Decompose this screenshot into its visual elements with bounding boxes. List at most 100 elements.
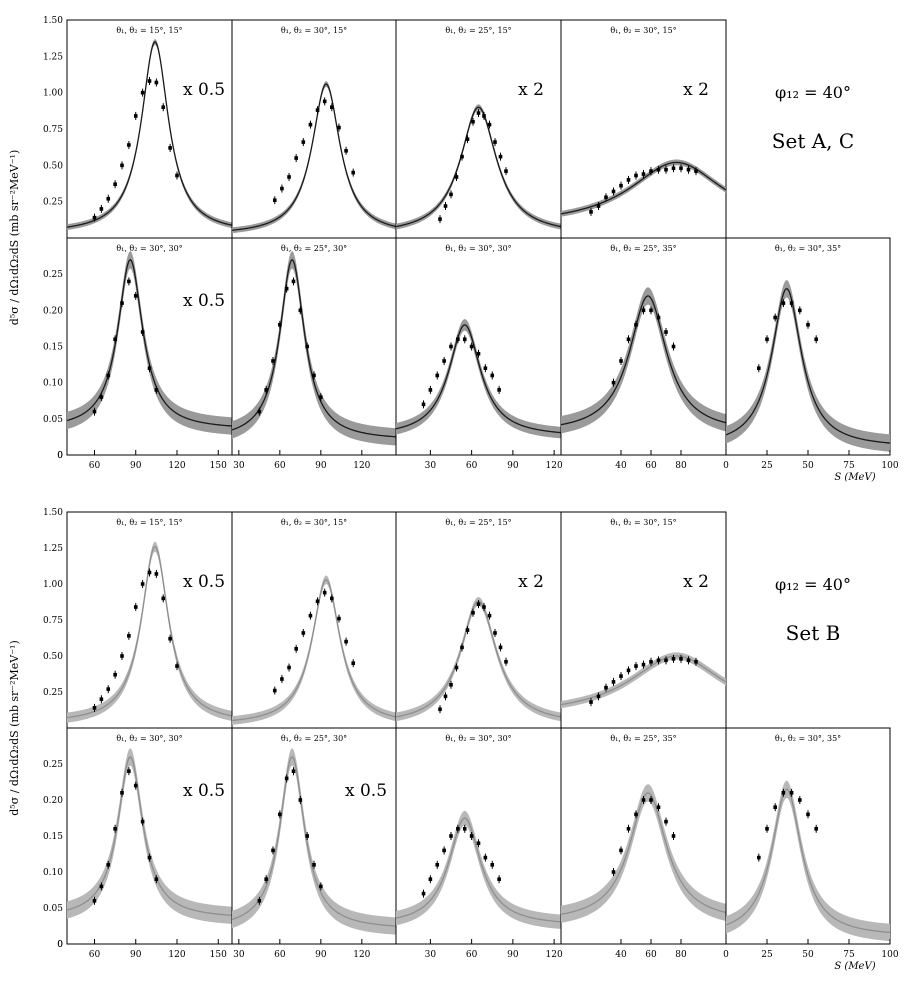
panel-plot (561, 652, 726, 709)
data-point (99, 207, 104, 211)
scale-factor-label: x 0.5 (183, 572, 225, 592)
x-tick-label: 25 (761, 461, 773, 471)
data-point (476, 111, 481, 115)
data-point (619, 674, 623, 678)
data-point (634, 173, 638, 178)
data-point (92, 409, 97, 414)
data-point (351, 170, 356, 175)
data-point (147, 855, 152, 860)
y-tick-label: 0 (57, 940, 63, 950)
x-tick-label: 120 (168, 461, 185, 471)
data-point (469, 834, 474, 838)
panel-plot (396, 104, 561, 230)
scale-factor-label: x 0.5 (183, 291, 225, 311)
panel-plot (232, 575, 396, 725)
data-point (322, 590, 327, 595)
data-point (694, 659, 698, 664)
x-tick-label: 0 (723, 950, 729, 960)
panel-title: θ₁, θ₂ = 25°, 15° (445, 26, 511, 35)
data-point (421, 402, 426, 407)
panel-title: θ₁, θ₂ = 25°, 30° (281, 244, 347, 253)
data-point (284, 776, 289, 781)
x-tick-label: 60 (274, 461, 286, 471)
data-point (626, 668, 631, 673)
panel-0-0: θ₁, θ₂ = 15°, 15° x 0.5 (66, 19, 233, 239)
data-point (330, 596, 334, 601)
data-point (127, 143, 131, 147)
data-point (814, 827, 818, 831)
data-point (305, 344, 309, 349)
scale-factor-label: x 0.5 (183, 781, 225, 801)
y-tick-label: 0.75 (43, 616, 63, 626)
x-tick-label: 120 (353, 461, 370, 471)
data-point (133, 114, 138, 118)
data-point (456, 827, 460, 831)
data-point (337, 616, 341, 621)
theory-curve (726, 288, 890, 444)
data-point (757, 366, 761, 370)
data-point (428, 388, 433, 392)
x-tick-label: 90 (315, 461, 327, 471)
data-point (257, 899, 262, 903)
data-point (438, 707, 442, 712)
data-point (272, 198, 277, 203)
data-point (271, 848, 275, 853)
data-point (92, 899, 97, 903)
panel-plot (726, 280, 890, 452)
panel-0-8: θ₁, θ₂ = 30°, 35° 0 25 50 75 100 (723, 237, 899, 471)
data-point (438, 217, 442, 221)
data-point (814, 337, 818, 342)
theory-band (67, 251, 232, 435)
data-point (294, 156, 298, 160)
panel-0-7: θ₁, θ₂ = 25°, 35° 40 60 80 (560, 237, 727, 471)
panel-title: θ₁, θ₂ = 25°, 15° (445, 518, 511, 527)
data-point (133, 294, 138, 298)
theory-curve (561, 161, 726, 215)
data-point (626, 337, 631, 342)
scale-factor-label: x 2 (683, 572, 709, 592)
data-point (626, 178, 631, 182)
data-point (671, 834, 676, 838)
data-point (460, 154, 464, 159)
panel-frame (66, 511, 233, 729)
panel-1-8: θ₁, θ₂ = 30°, 35° 0 25 50 75 100 (723, 727, 899, 960)
data-point (428, 877, 433, 881)
panel-plot (67, 748, 232, 924)
data-point (634, 323, 638, 327)
theory-curve (396, 324, 561, 434)
data-point (469, 344, 474, 349)
panel-frame (395, 511, 562, 729)
panel-plot (67, 541, 232, 723)
x-tick-label: 50 (802, 950, 814, 960)
phi-label: φ₁₂ = 40° (775, 83, 851, 102)
panel-plot (561, 287, 726, 434)
data-point (649, 659, 653, 664)
x-tick-label: 75 (843, 950, 855, 960)
x-tick-label: 60 (645, 950, 657, 960)
data-point (679, 657, 683, 661)
data-point (161, 105, 166, 109)
x-tick-label: 90 (130, 461, 142, 471)
data-point (99, 697, 104, 701)
panel-frame (395, 19, 562, 239)
y-tick-label: 0.25 (43, 760, 63, 770)
data-point (462, 337, 467, 342)
data-point (497, 388, 501, 392)
data-point (443, 694, 448, 699)
data-point (442, 359, 446, 363)
panel-title: θ₁, θ₂ = 30°, 30° (445, 244, 511, 253)
data-point (315, 108, 320, 112)
data-point (280, 186, 284, 191)
x-tick-label: 60 (466, 950, 478, 960)
data-point (765, 827, 769, 831)
y-tick-label: 0 (57, 451, 63, 461)
data-point (671, 166, 676, 171)
panel-1-3: θ₁, θ₂ = 30°, 15° x 2 (560, 511, 727, 729)
theory-band (726, 280, 890, 452)
theory-curve (726, 788, 890, 934)
data-point (498, 154, 503, 159)
data-point (319, 395, 323, 399)
y-tick-label: 0 (57, 940, 63, 950)
data-point (106, 687, 111, 691)
data-point (498, 645, 503, 650)
